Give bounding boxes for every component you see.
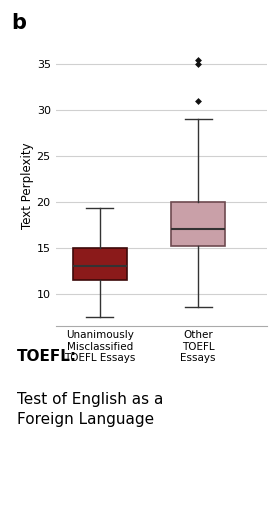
Text: TOEFL:: TOEFL:: [17, 349, 77, 363]
Text: Test of English as a
Foreign Language: Test of English as a Foreign Language: [17, 392, 163, 427]
PathPatch shape: [73, 248, 127, 280]
Y-axis label: Text Perplexity: Text Perplexity: [21, 143, 34, 229]
Text: b: b: [11, 13, 26, 33]
PathPatch shape: [171, 202, 225, 246]
